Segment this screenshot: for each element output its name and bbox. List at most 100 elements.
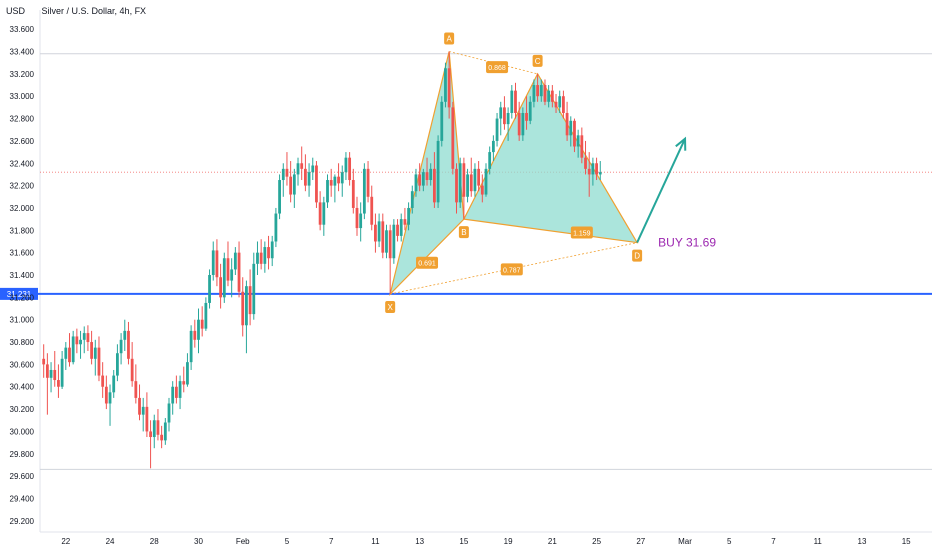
ratio-tag [416,256,439,269]
candle-body [233,252,237,270]
candle-body [208,275,211,303]
candle-body [64,347,68,359]
y-axis[interactable]: 29.200 29.400 29.600 29.800 30.000 30.200 30.4… [10,25,35,526]
pattern-point-tag [632,249,643,262]
pattern-point-label: D [634,252,640,261]
x-tick-label: 28 [150,537,159,546]
candle-body [285,168,289,177]
y-tick-label: 31.200 [10,293,35,302]
candle-body [503,107,506,125]
x-tick-label: 7 [771,537,776,546]
pattern-point-tag [385,300,396,313]
ratio-label: 1.159 [573,231,591,238]
candle-body [407,207,410,225]
candle-body [60,358,64,387]
candle-body [182,381,186,385]
candle-body [388,230,392,259]
candle-body [436,140,440,203]
overlay-layer: X A B C D 0.868 0.691 1.159 0.787 BUY 31.69 [385,32,716,313]
candle-body [528,101,532,121]
candle-body [536,85,540,97]
y-tick-label: 33.400 [10,48,35,57]
candle-body [514,90,517,113]
candle-body [462,163,466,197]
candle-body [53,369,57,381]
x-tick-label: 13 [415,537,424,546]
projection-arrow-line [636,138,686,244]
candle-body [587,168,591,175]
x-axis[interactable]: 22 24 28 30 Feb 5 7 11 13 15 19 21 25 27 Mar 5 7 11 13 15 [61,537,911,546]
candle-body [278,180,281,214]
candle-body [197,319,200,340]
ratio-tag [500,263,523,276]
x-tick-label: 25 [592,537,601,546]
candle-body [451,107,455,169]
candle-body [193,330,197,340]
candle-body [108,392,112,404]
candle-body [149,431,152,438]
ratio-tag [570,226,593,239]
candle-body [403,219,407,225]
candle-body [573,120,576,147]
candle-body [71,336,75,363]
candle-body [156,420,160,435]
candle-body [256,252,259,264]
candle-body [370,196,374,225]
candle-body [219,277,223,298]
candle-body [432,168,436,203]
x-tick-label: 15 [459,537,468,546]
candle-body [532,85,536,102]
candle-body [444,68,447,102]
y-tick-label: 30.400 [10,383,35,392]
levels-layer: 31.231 [0,53,932,470]
candle-body [414,174,418,192]
candle-body [230,269,234,281]
y-tick-label: 30.000 [10,427,35,436]
symbol-title: Silver / U.S. Dollar, 4h, FX [41,6,147,16]
y-tick-label: 33.600 [10,25,35,34]
candle-body [550,90,554,102]
pattern-point-tag [458,226,469,239]
candle-body [429,168,433,181]
y-tick-label: 30.200 [10,405,35,414]
candle-body [351,180,355,208]
pattern-point-label: A [446,35,452,44]
candle-body [525,112,528,121]
candle-body [521,112,525,136]
candle-body [307,172,311,186]
candle-body [495,118,499,141]
candle-body [263,247,267,264]
candle-body [75,336,79,345]
y-tick-label: 29.800 [10,450,35,459]
candle-body [488,152,492,169]
x-tick-label: 5 [285,537,290,546]
y-tick-label: 31.600 [10,249,35,258]
currency-unit-label: USD [6,6,26,16]
candle-body [539,85,543,97]
candle-body [469,174,473,192]
y-tick-label: 29.400 [10,494,35,503]
candle-body [79,339,82,345]
candle-body [57,380,60,387]
y-tick-label: 31.400 [10,271,35,280]
buy-annotation: BUY 31.69 [658,236,716,250]
candle-body [303,168,307,186]
y-tick-label: 32.800 [10,115,35,124]
candle-body [421,172,425,186]
candle-body [68,347,71,363]
candle-body [418,174,422,186]
x-tick-label: 24 [106,537,115,546]
x-tick-label: 5 [727,537,732,546]
candle-body [241,291,245,326]
candle-body [112,375,116,393]
pattern-point-tag [532,54,543,67]
candle-body [311,165,315,173]
candle-body [410,191,414,208]
candle-body [543,85,547,102]
candle-body [337,176,340,184]
y-tick-label: 32.200 [10,182,35,191]
candle-body [259,252,263,264]
candle-body [517,112,521,136]
